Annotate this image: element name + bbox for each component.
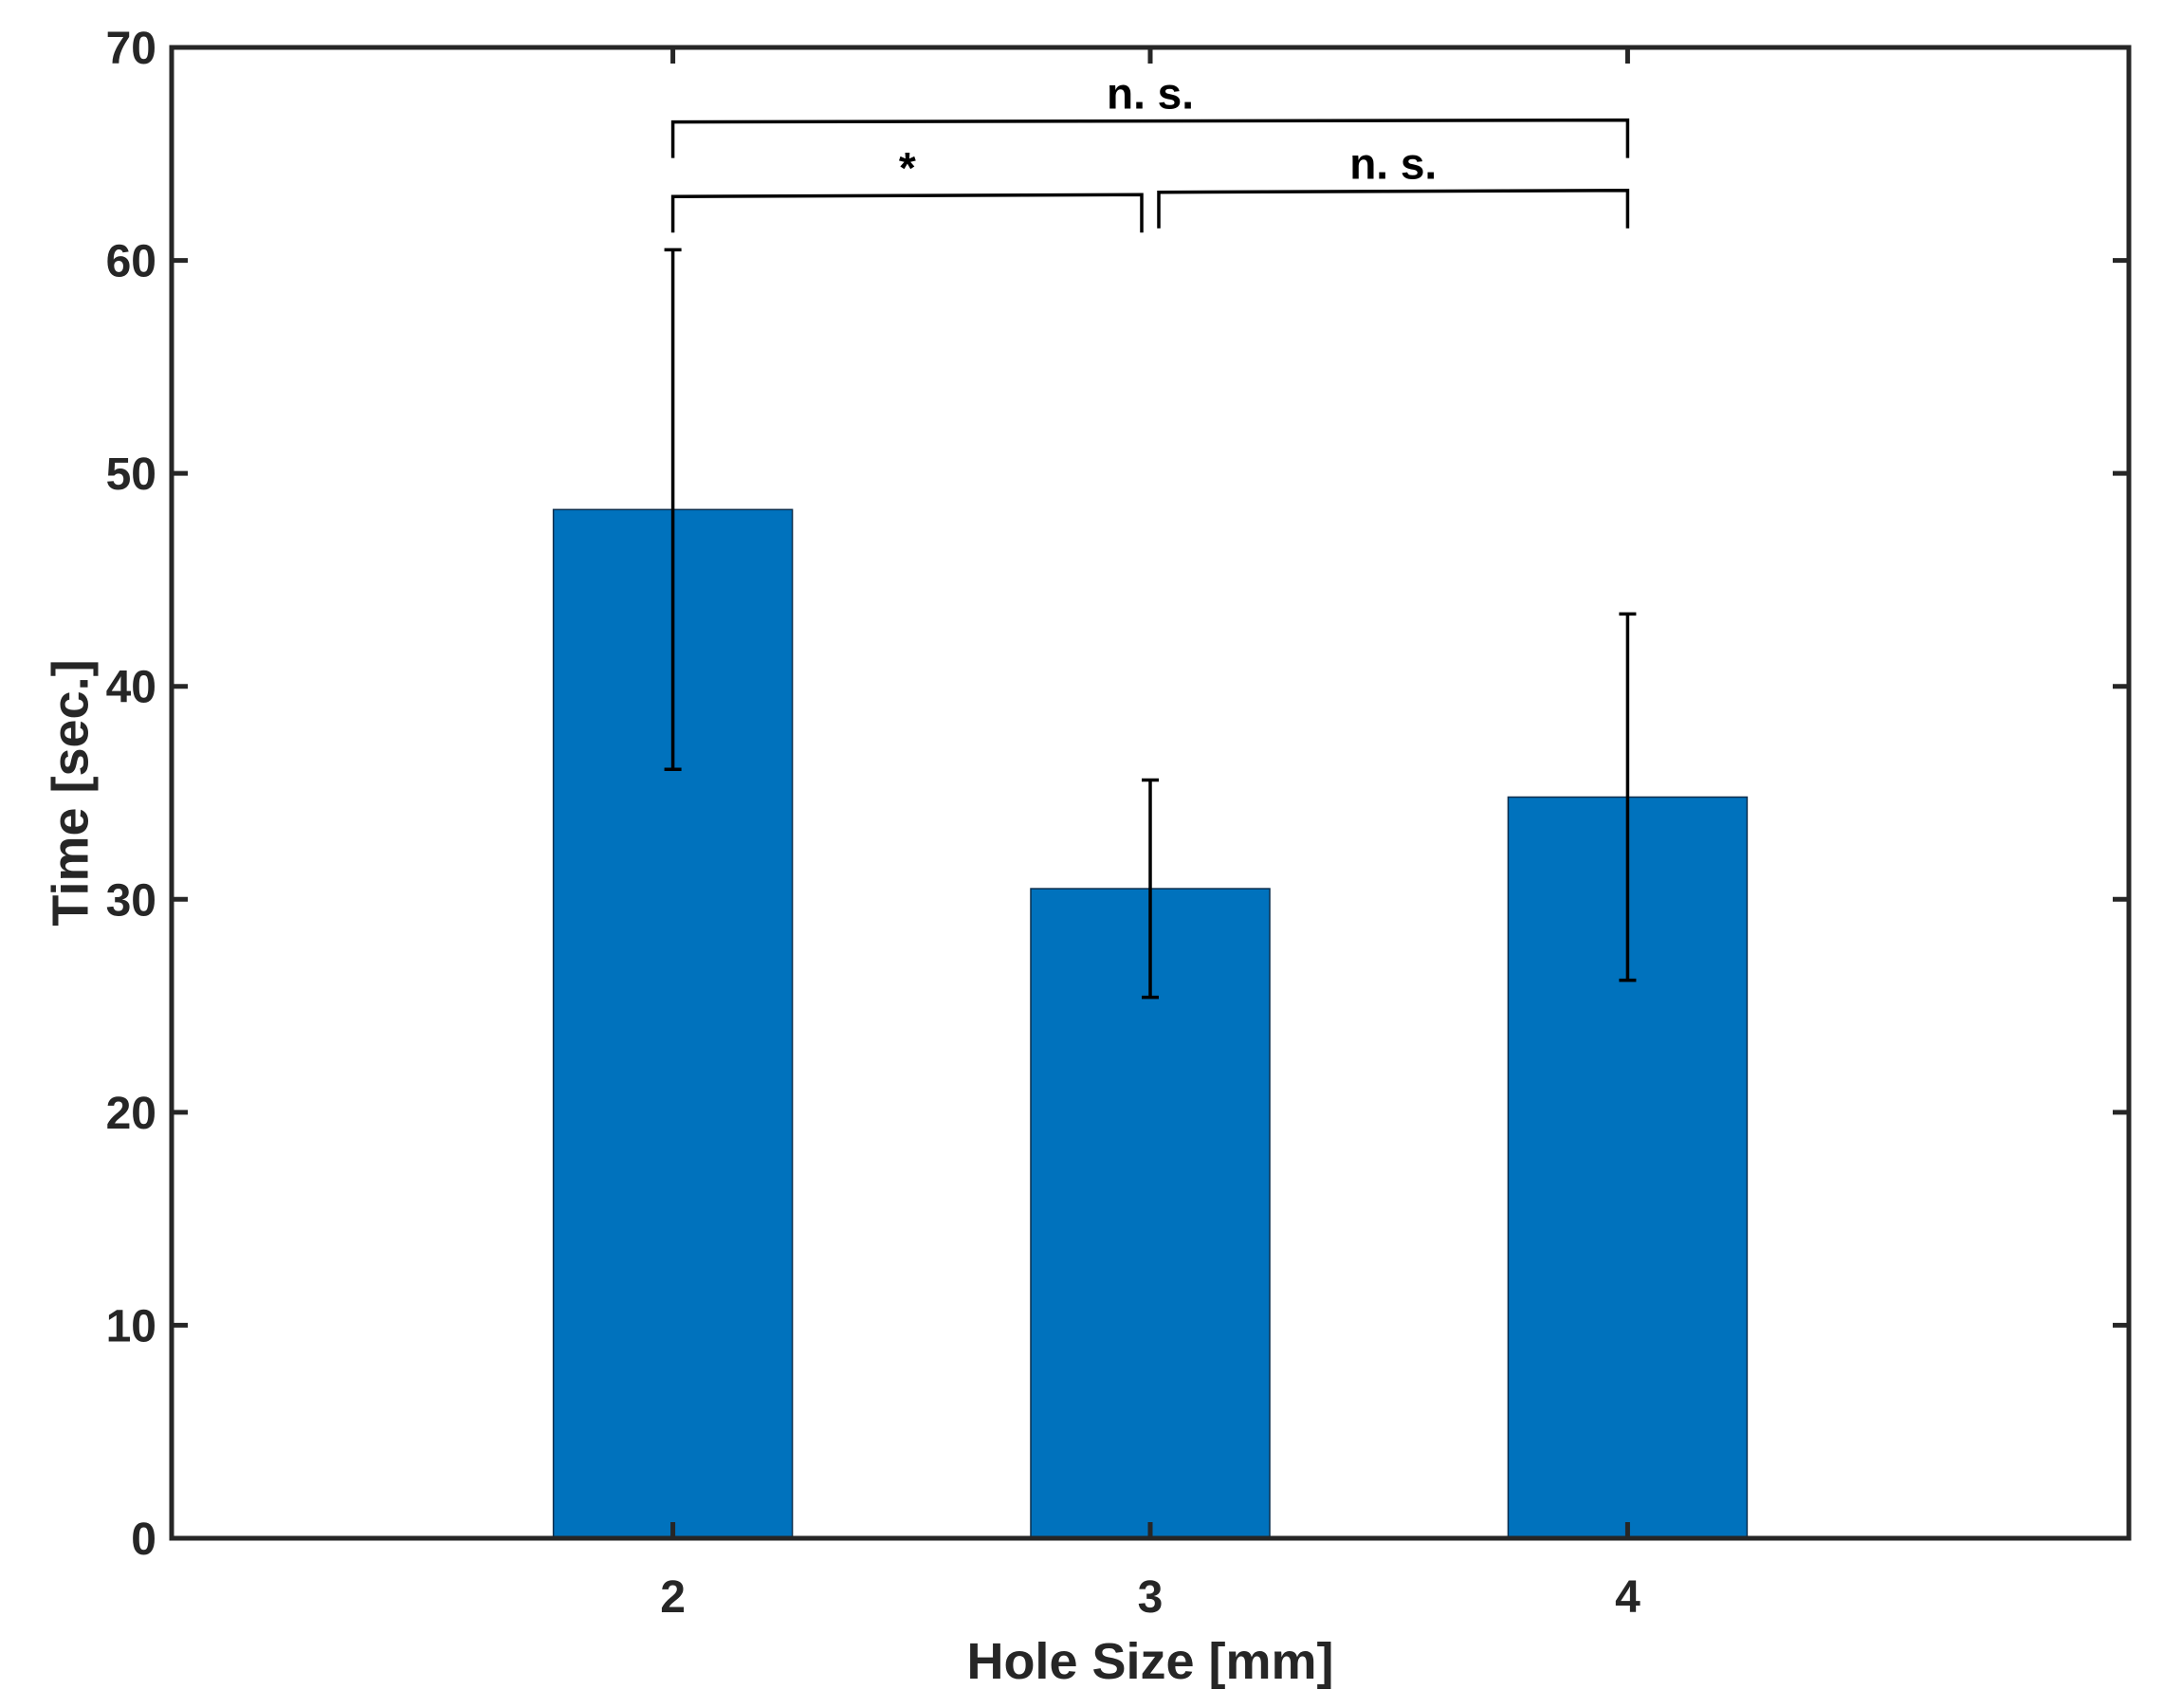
significance-bracket-line: [670, 118, 1630, 158]
x-tick-label: 4: [1615, 1572, 1641, 1623]
y-tick-label: 40: [106, 663, 156, 713]
significance-layer: n. s. * n. s.: [670, 69, 1630, 233]
ticks-layer: 0 10 20 30 40 50 60 70 2 3 4: [106, 24, 2129, 1623]
y-tick-label: 60: [106, 237, 156, 287]
error-bar-4: [1619, 612, 1637, 983]
significance-bracket-2: *: [670, 143, 1144, 233]
significance-bracket-1: n. s.: [670, 69, 1630, 158]
error-bars-layer: [664, 248, 1637, 1000]
y-tick-label: 20: [106, 1089, 156, 1139]
significance-bracket-line: [670, 193, 1144, 233]
significance-label: n. s.: [1349, 139, 1437, 189]
x-tick-label: 2: [660, 1572, 686, 1623]
x-axis-title: Hole Size [mm]: [966, 1633, 1333, 1690]
significance-bracket-3: n. s.: [1157, 139, 1630, 229]
y-axis-title: Time [sec.]: [42, 659, 99, 926]
significance-label: *: [899, 143, 916, 193]
y-tick-label: 70: [106, 24, 156, 74]
error-bar-2: [664, 248, 682, 772]
significance-label: n. s.: [1107, 69, 1194, 119]
y-tick-label: 50: [106, 450, 156, 500]
bars-layer: [552, 508, 1749, 1539]
x-tick-label: 3: [1138, 1572, 1164, 1623]
significance-bracket-line: [1157, 188, 1630, 229]
error-bar-3: [1142, 778, 1159, 1000]
y-tick-label: 0: [131, 1515, 156, 1565]
y-tick-label: 30: [106, 875, 156, 926]
y-tick-label: 10: [106, 1301, 156, 1351]
